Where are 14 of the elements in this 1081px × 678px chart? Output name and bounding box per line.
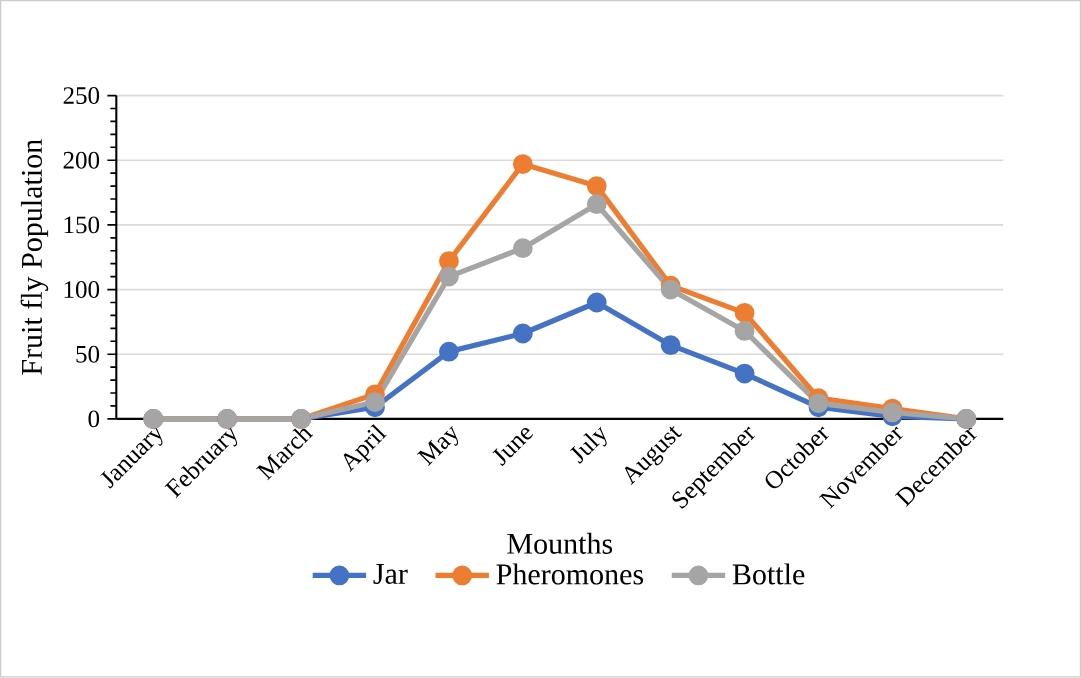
y-axis-title: Fruit fly Population — [20, 139, 49, 376]
y-tick-label: 200 — [63, 151, 100, 169]
x-tick-label: May — [417, 426, 459, 467]
x-tick-label: July — [570, 426, 607, 464]
legend-label: Bottle — [732, 563, 805, 585]
y-tick-label: 150 — [64, 216, 100, 234]
x-tick-label: June — [492, 428, 533, 467]
legend-label: Jar — [373, 564, 408, 585]
y-tick-label: 0 — [88, 410, 100, 428]
y-tick-label: 100 — [64, 281, 100, 299]
y-tick-label: 250 — [63, 87, 100, 105]
legend-label: Pheromones — [496, 563, 644, 585]
y-tick-label: 50 — [76, 345, 100, 363]
x-axis-title: Mounths — [507, 532, 613, 555]
